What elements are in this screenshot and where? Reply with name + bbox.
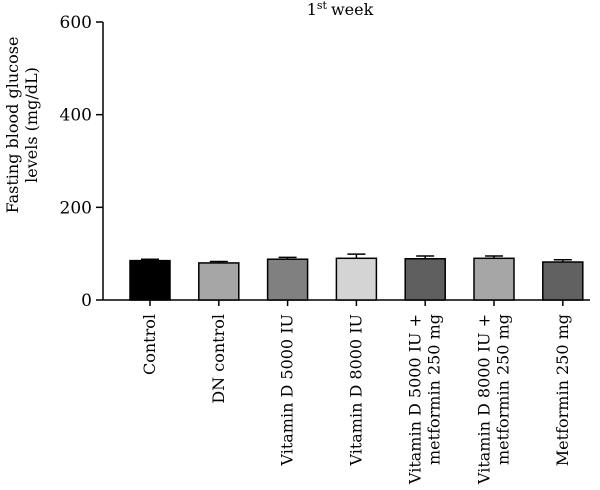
chart-title-prefix: 1 [307,0,317,19]
x-tick-label: Metformin 250 mg [553,314,572,466]
x-tick-label-line: Vitamin D 5000 IU + [406,314,425,485]
bar [335,257,378,301]
y-axis-label-line-1: Fasting blood glucose [3,37,22,214]
x-tick-label-line: metformin 250 mg [494,314,513,465]
x-tick-label: Vitamin D 5000 IU + metformin 250 mg [406,314,444,485]
bar [473,257,515,301]
x-tick-label: Control [140,314,159,375]
x-tick-label: Vitamin D 5000 IU [278,314,297,467]
x-tick-label-line: Vitamin D 5000 IU [278,314,297,467]
x-tick-label-line: Metformin 250 mg [553,314,572,466]
bar [266,258,309,301]
bar [129,259,171,301]
y-axis-label: Fasting blood glucose levels (mg/dL) [3,37,41,214]
bar [198,262,240,301]
y-tick-label: 600 [60,13,92,33]
x-tick-label: Vitamin D 8000 IU + metformin 250 mg [475,314,513,485]
y-axis-label-line-2: levels (mg/dL) [22,67,41,183]
y-tick-label: 0 [81,291,92,311]
x-tick-label-line: DN control [209,314,228,404]
y-tick-label: 400 [60,106,92,126]
chart-title-sup: st [317,0,328,12]
x-tick-label-line: Vitamin D 8000 IU [346,314,365,467]
x-tick-label-line: Control [140,314,159,375]
chart-title-text: week [331,0,374,19]
y-tick-label: 200 [60,198,92,218]
x-tick-label: DN control [209,314,228,404]
x-tick-label-line: metformin 250 mg [425,314,444,465]
bar [404,258,446,301]
bar [542,261,584,301]
chart-title: 1st week [307,0,374,19]
x-tick-label-line: Vitamin D 8000 IU + [475,314,494,485]
x-tick-label: Vitamin D 8000 IU [346,314,365,467]
